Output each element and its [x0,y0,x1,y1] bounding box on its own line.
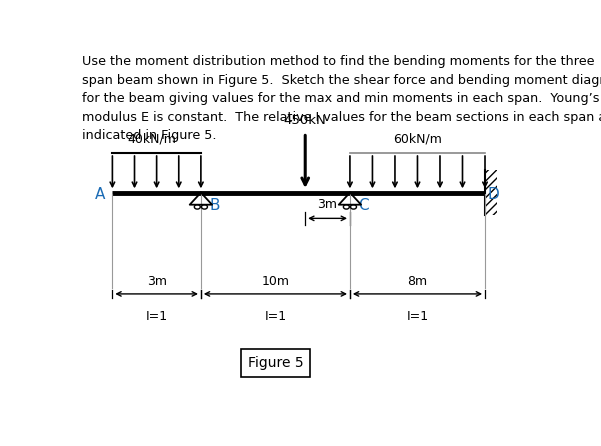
Text: D: D [487,187,499,202]
Text: A: A [95,187,105,202]
Text: 450kN: 450kN [284,114,326,128]
Text: I=1: I=1 [406,310,429,323]
Bar [485,170,496,215]
Text: 3m: 3m [317,198,338,211]
Text: I=1: I=1 [264,310,287,323]
Text: 10m: 10m [261,275,290,288]
Text: 60kN/m: 60kN/m [393,132,442,145]
Text: B: B [209,198,220,213]
Text: 8m: 8m [407,275,427,288]
Text: I=1: I=1 [145,310,168,323]
Text: 3m: 3m [147,275,166,288]
Text: C: C [358,198,369,213]
Text: Use the moment distribution method to find the bending moments for the three
spa: Use the moment distribution method to fi… [82,55,601,142]
Text: Figure 5: Figure 5 [248,355,304,370]
Text: 40kN/m: 40kN/m [127,132,177,145]
